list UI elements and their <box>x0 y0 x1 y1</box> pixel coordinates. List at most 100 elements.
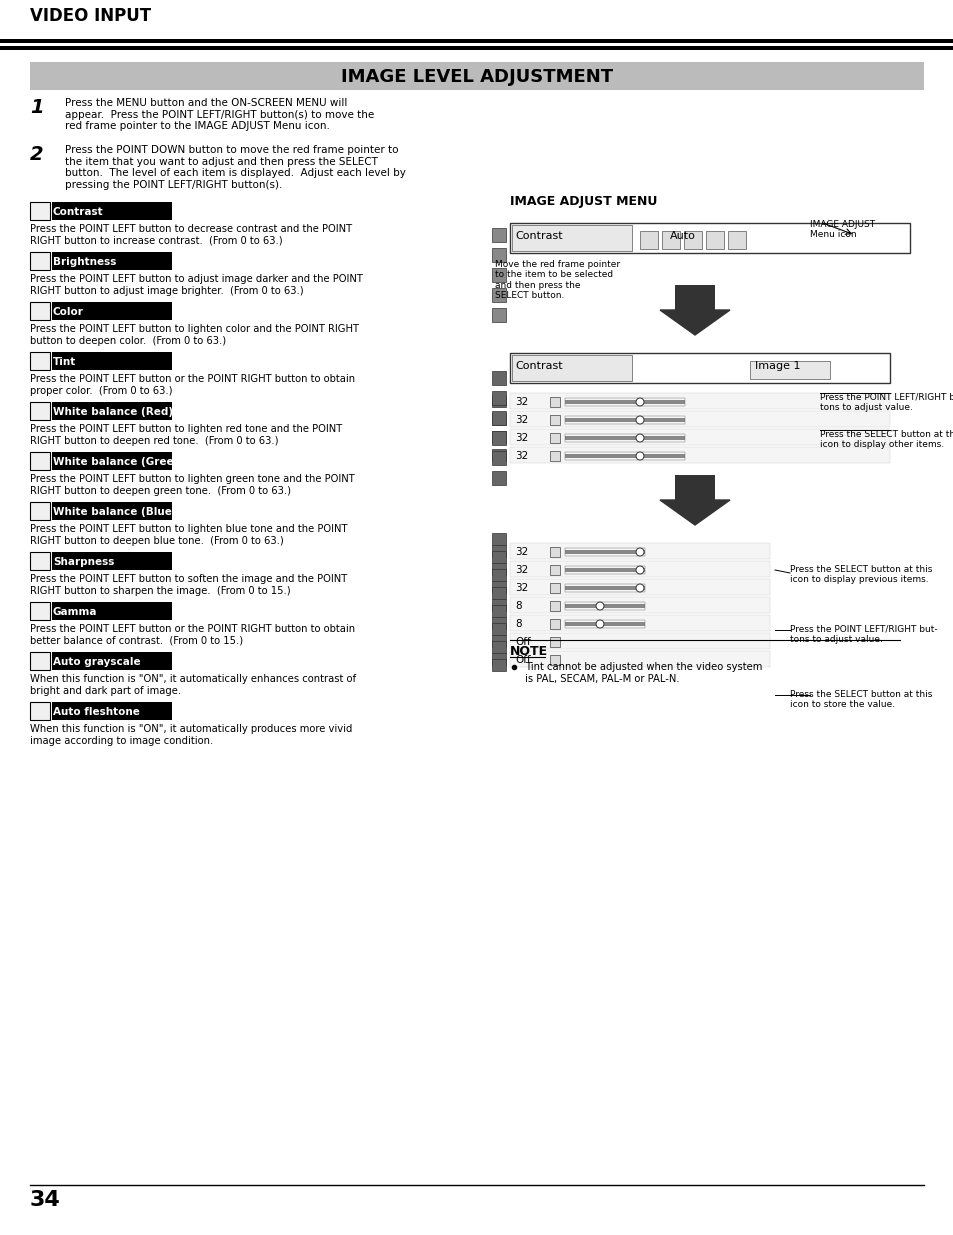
Bar <box>30 501 50 520</box>
Bar <box>52 452 172 471</box>
Bar <box>492 308 505 322</box>
Bar <box>675 285 714 310</box>
Text: Gamma: Gamma <box>53 606 97 618</box>
Text: Off: Off <box>515 637 530 647</box>
Text: Auto: Auto <box>669 231 695 241</box>
Bar <box>492 622 505 635</box>
Circle shape <box>636 416 643 424</box>
Bar <box>564 548 644 556</box>
Text: NOTE: NOTE <box>510 645 548 658</box>
Bar <box>550 451 559 461</box>
Bar <box>492 599 505 611</box>
Bar <box>492 545 505 557</box>
Text: VIDEO INPUT: VIDEO INPUT <box>30 7 151 25</box>
Text: Image 1: Image 1 <box>754 361 800 370</box>
Bar <box>52 701 172 720</box>
Bar <box>510 429 889 445</box>
Bar <box>492 248 505 262</box>
Bar <box>639 231 658 249</box>
Bar <box>30 552 50 571</box>
Bar <box>30 62 923 90</box>
Bar <box>564 585 644 590</box>
Bar <box>492 653 505 664</box>
Text: Press the POINT LEFT button to adjust image darker and the POINT
RIGHT button to: Press the POINT LEFT button to adjust im… <box>30 274 362 295</box>
Bar <box>564 452 684 459</box>
Text: 32: 32 <box>515 451 528 461</box>
Polygon shape <box>659 310 729 335</box>
Polygon shape <box>659 500 729 525</box>
Bar <box>550 583 559 593</box>
Bar <box>492 268 505 282</box>
Bar <box>661 231 679 249</box>
Bar <box>0 46 953 49</box>
Bar <box>550 547 559 557</box>
Circle shape <box>636 398 643 406</box>
Bar <box>564 601 644 610</box>
Bar <box>564 550 644 555</box>
Text: 8: 8 <box>515 601 521 611</box>
Bar <box>0 0 953 25</box>
Bar <box>749 361 829 379</box>
Bar <box>564 433 684 442</box>
Bar <box>564 398 684 406</box>
Text: Press the POINT LEFT button to lighten color and the POINT RIGHT
button to deepe: Press the POINT LEFT button to lighten c… <box>30 324 358 346</box>
Bar <box>52 252 172 270</box>
Bar <box>30 303 50 320</box>
Bar <box>510 634 769 650</box>
Bar <box>492 471 505 485</box>
Bar <box>550 415 559 425</box>
Text: When this function is "ON", it automatically produces more vivid
image according: When this function is "ON", it automatic… <box>30 724 352 746</box>
Bar <box>52 652 172 671</box>
Bar <box>564 568 644 572</box>
Bar <box>492 451 505 466</box>
Bar <box>564 417 684 422</box>
Bar <box>52 203 172 220</box>
Bar <box>30 203 50 220</box>
Bar <box>52 352 172 370</box>
Bar <box>492 228 505 242</box>
Bar <box>30 352 50 370</box>
Bar <box>492 431 505 443</box>
Bar <box>492 563 505 576</box>
Bar <box>510 447 889 463</box>
Bar <box>510 561 769 577</box>
Text: Off: Off <box>515 655 530 664</box>
Bar <box>564 454 684 458</box>
Bar <box>52 552 172 571</box>
Text: Auto fleshtone: Auto fleshtone <box>53 706 140 718</box>
Bar <box>492 569 505 580</box>
Bar <box>510 353 889 383</box>
Text: Tint cannot be adjusted when the video system
is PAL, SECAM, PAL-M or PAL-N.: Tint cannot be adjusted when the video s… <box>524 662 761 684</box>
Bar <box>0 40 953 43</box>
Text: White balance (Red): White balance (Red) <box>53 408 172 417</box>
Bar <box>492 587 505 599</box>
Text: Contrast: Contrast <box>515 231 562 241</box>
Bar <box>492 641 505 653</box>
Text: Press the POINT DOWN button to move the red frame pointer to
the item that you w: Press the POINT DOWN button to move the … <box>65 144 405 190</box>
Text: IMAGE LEVEL ADJUSTMENT: IMAGE LEVEL ADJUSTMENT <box>340 68 613 86</box>
Bar <box>492 412 505 425</box>
Bar <box>30 452 50 471</box>
Text: 32: 32 <box>515 415 528 425</box>
Text: Tint: Tint <box>53 357 76 367</box>
Text: Press the POINT LEFT button to soften the image and the POINT
RIGHT button to sh: Press the POINT LEFT button to soften th… <box>30 574 347 595</box>
Bar <box>492 450 505 461</box>
Bar <box>510 411 889 427</box>
Bar <box>550 619 559 629</box>
Bar <box>492 551 505 563</box>
Text: 32: 32 <box>515 547 528 557</box>
Bar <box>492 370 505 385</box>
Bar <box>30 403 50 420</box>
Bar <box>492 288 505 303</box>
Bar <box>52 303 172 320</box>
Bar <box>550 655 559 664</box>
Bar <box>30 652 50 671</box>
Bar <box>30 601 50 620</box>
Text: Auto grayscale: Auto grayscale <box>53 657 140 667</box>
Bar <box>564 566 644 574</box>
Text: 32: 32 <box>515 583 528 593</box>
Bar <box>492 635 505 647</box>
Bar <box>52 501 172 520</box>
Bar <box>510 543 769 559</box>
Text: White balance (Green): White balance (Green) <box>53 457 186 467</box>
